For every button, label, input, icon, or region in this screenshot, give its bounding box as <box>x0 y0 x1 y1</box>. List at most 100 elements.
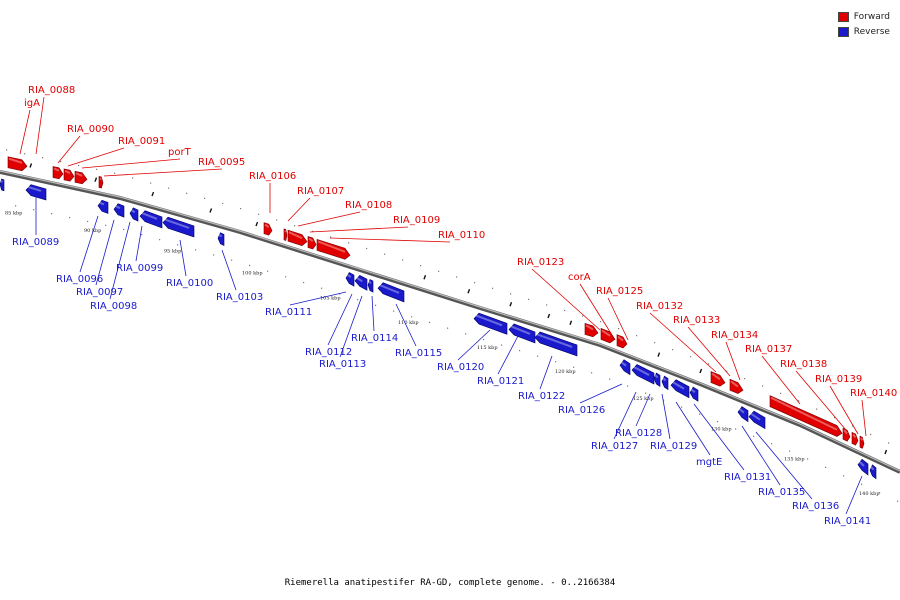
leader-line <box>289 291 347 306</box>
guide-dot <box>519 350 521 352</box>
guide-dot <box>789 450 791 452</box>
gene-highlight <box>690 388 696 393</box>
guide-dot <box>465 333 467 335</box>
forward-gene <box>729 378 744 394</box>
guide-dot <box>834 416 836 419</box>
gene-highlight <box>852 433 857 438</box>
reverse-gene <box>354 275 368 291</box>
guide-dot <box>42 157 44 159</box>
gene-highlight <box>98 201 105 206</box>
gene-highlight <box>317 240 346 253</box>
legend: Forward Reverse <box>837 9 890 39</box>
scale-tick-label: 120 kbp <box>555 369 576 375</box>
guide-dot <box>852 425 854 427</box>
guide-dot <box>843 475 845 477</box>
guide-dot <box>204 197 206 199</box>
scale-tick-label: 105 kbp <box>320 295 341 301</box>
guide-dot <box>150 182 152 184</box>
reverse-gene <box>0 178 5 192</box>
guide-dot <box>609 378 611 380</box>
gene-highlight <box>26 185 42 192</box>
scale-tick-label: 90 kbp <box>84 228 101 234</box>
legend-forward-label: Forward <box>853 11 890 22</box>
guide-dot <box>645 392 647 394</box>
guide-dot <box>33 209 35 211</box>
reverse-gene <box>367 279 374 293</box>
gene-highlight <box>288 231 303 240</box>
leader-line <box>35 96 45 155</box>
guide-dot <box>15 205 17 207</box>
gene-highlight <box>749 412 761 421</box>
reverse-gene <box>217 232 225 246</box>
gene-label-ria-0127: RIA_0127 <box>591 441 638 452</box>
guide-dot <box>96 168 98 170</box>
reverse-gene <box>631 364 655 385</box>
guide-dot <box>366 247 368 250</box>
guide-dot <box>573 366 575 368</box>
gene-label-ria-0120: RIA_0120 <box>437 362 484 373</box>
gene-highlight <box>843 429 848 435</box>
guide-dot <box>492 287 494 289</box>
forward-gene <box>316 238 351 260</box>
leader-line <box>329 237 451 243</box>
leader-line <box>661 393 671 440</box>
reverse-gene <box>670 379 690 399</box>
guide-dot <box>690 356 692 358</box>
gene-label-ria-0096: RIA_0096 <box>56 274 103 285</box>
guide-dot <box>483 338 485 341</box>
forward-gene <box>859 435 865 449</box>
guide-dot <box>105 224 107 226</box>
forward-gene <box>7 156 28 172</box>
position-marker <box>467 288 471 294</box>
guide-dot <box>708 363 710 365</box>
guide-dot <box>123 228 125 231</box>
gene-label-port: porT <box>168 147 192 158</box>
leader-line <box>607 297 629 341</box>
gene-label-ria-0138: RIA_0138 <box>780 359 827 370</box>
reverse-gene <box>661 375 669 391</box>
gene-label-ria-0121: RIA_0121 <box>477 376 524 387</box>
gene-label-ria-0126: RIA_0126 <box>558 405 605 416</box>
leader-line <box>135 225 143 262</box>
leader-line <box>109 221 131 300</box>
guide-dot <box>285 276 287 278</box>
guide-dot <box>294 225 296 227</box>
guide-dot <box>51 213 53 215</box>
forward-gene <box>98 176 104 189</box>
guide-dot <box>735 428 737 430</box>
guide-dot <box>798 400 800 402</box>
gene-highlight <box>99 177 102 181</box>
leader-line <box>371 295 375 332</box>
gene-label-mgte: mgtE <box>696 457 722 468</box>
position-marker <box>255 221 259 227</box>
position-marker <box>699 368 703 374</box>
guide-dot <box>717 420 719 423</box>
genome-caption: Riemerella anatipestifer RA-GD, complete… <box>284 578 616 588</box>
position-marker <box>209 208 213 213</box>
guide-dot <box>726 370 728 372</box>
guide-dot <box>303 281 305 284</box>
gene-highlight <box>284 230 287 233</box>
gene-label-ria-0131: RIA_0131 <box>724 472 771 483</box>
position-marker <box>423 275 427 280</box>
leader-line <box>687 326 731 377</box>
gene-highlight <box>711 372 721 381</box>
guide-dot <box>870 433 872 436</box>
scale-tick-label: 110 kbp <box>398 320 419 326</box>
gene-highlight <box>474 314 503 327</box>
guide-dot <box>582 315 584 317</box>
guide-dot <box>168 187 170 189</box>
gene-highlight <box>53 167 60 172</box>
scale-tick-label: 100 kbp <box>242 271 263 277</box>
gene-highlight <box>870 466 875 471</box>
guide-dot <box>672 349 674 351</box>
gene-label-ria-0123: RIA_0123 <box>517 257 564 268</box>
leader-line <box>81 158 181 169</box>
leader-line <box>649 312 717 373</box>
guide-dot <box>78 164 80 167</box>
guide-dot <box>357 299 359 301</box>
leader-line <box>309 226 409 233</box>
gene-label-ria-0109: RIA_0109 <box>393 215 440 226</box>
gene-label-ria-0107: RIA_0107 <box>297 186 344 197</box>
